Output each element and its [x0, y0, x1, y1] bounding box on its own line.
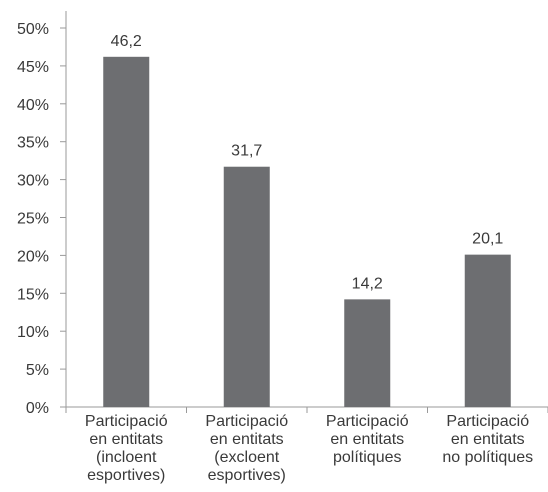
- y-tick-label: 40%: [17, 97, 49, 114]
- bars: [103, 56, 511, 407]
- x-tick-label-line: en entitats: [451, 431, 525, 448]
- x-tick-label-line: esportives): [208, 467, 286, 484]
- y-tick-label: 15%: [17, 286, 49, 303]
- x-tick-label-line: no polítiques: [442, 449, 533, 466]
- x-tick-label-line: en entitats: [89, 431, 163, 448]
- x-tick-label-line: esportives): [87, 467, 165, 484]
- bar: [223, 166, 270, 407]
- x-tick-label-line: Participació: [205, 413, 288, 430]
- x-tick-label-line: en entitats: [330, 431, 404, 448]
- x-tick-label-line: (excloent: [214, 449, 279, 466]
- y-tick-label: 10%: [17, 324, 49, 341]
- x-tick-label-line: Participació: [85, 413, 168, 430]
- x-tick-label-line: polítiques: [333, 449, 402, 466]
- data-label: 31,7: [231, 143, 262, 160]
- data-label: 46,2: [111, 33, 142, 50]
- bar: [464, 254, 511, 407]
- x-tick-label-line: (incloent: [96, 449, 157, 466]
- data-label: 20,1: [472, 231, 503, 248]
- y-tick-label: 30%: [17, 173, 49, 190]
- data-label: 14,2: [352, 275, 383, 292]
- bar: [103, 56, 150, 407]
- y-tick-label: 35%: [17, 135, 49, 152]
- x-tick-label: Participació en entitats (excloent esportiv…: [205, 413, 288, 484]
- x-tick-label: Participació en entitats no polítiques: [442, 413, 533, 466]
- y-tick-label: 0%: [26, 400, 49, 417]
- x-tick-label-line: Participació: [446, 413, 529, 430]
- x-tick-label-line: en entitats: [210, 431, 284, 448]
- x-tick-label-line: Participació: [326, 413, 409, 430]
- bar: [344, 299, 391, 407]
- y-tick-label: 45%: [17, 59, 49, 76]
- category-labels: Participació en entitats (incloent esportiv…: [85, 413, 533, 484]
- y-axis: 0% 5% 10% 15% 20% 25% 30% 35% 40% 45% 50%: [17, 11, 67, 417]
- y-tick-label: 20%: [17, 248, 49, 265]
- x-tick-label: Participació en entitats polítiques: [326, 413, 409, 466]
- y-tick-label: 25%: [17, 211, 49, 228]
- x-tick-label: Participació en entitats (incloent esportiv…: [85, 413, 168, 484]
- y-tick-label: 50%: [17, 21, 49, 38]
- y-tick-label: 5%: [26, 362, 49, 379]
- data-labels: 46,2 31,7 14,2 20,1: [111, 33, 504, 293]
